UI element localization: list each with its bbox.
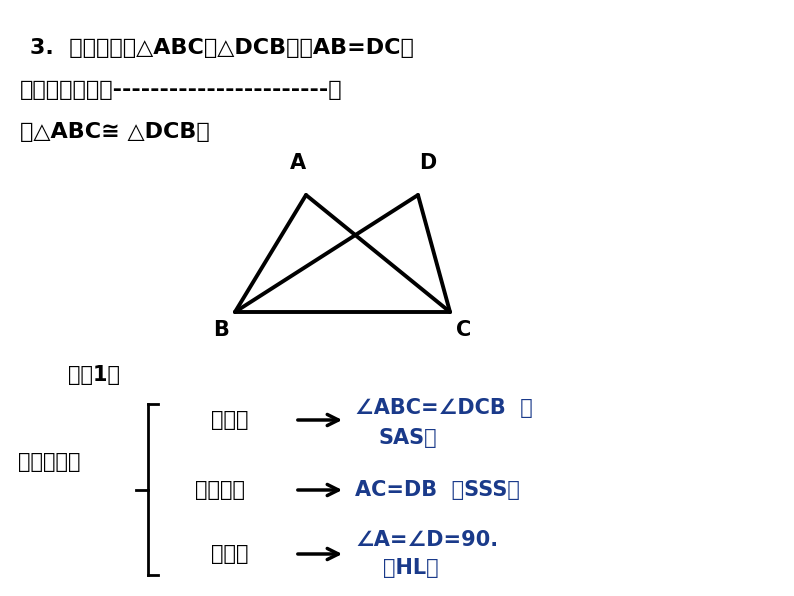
Text: 找夹角: 找夹角 [211,410,249,430]
Text: A: A [290,153,306,173]
Text: 思路1：: 思路1： [68,365,120,385]
Text: ∠ABC=∠DCB  （: ∠ABC=∠DCB （ [355,398,533,418]
Text: SAS）: SAS） [378,428,437,448]
Text: AC=DB  （SSS）: AC=DB （SSS） [355,480,520,500]
Text: 找第三边: 找第三边 [195,480,245,500]
Text: （HL）: （HL） [383,558,438,578]
Text: 找直角: 找直角 [211,544,249,564]
Text: 已知两边：: 已知两边： [18,452,80,472]
Text: 请补充一个条件-----------------------，: 请补充一个条件-----------------------， [20,80,343,100]
Text: D: D [419,153,437,173]
Text: C: C [457,320,472,340]
Text: 使△ABC≅ △DCB。: 使△ABC≅ △DCB。 [20,122,210,142]
Text: 3.  如图，已知△ABC和△DCB中，AB=DC，: 3. 如图，已知△ABC和△DCB中，AB=DC， [30,38,414,58]
Text: B: B [213,320,229,340]
Text: ∠A=∠D=90.: ∠A=∠D=90. [355,530,498,550]
